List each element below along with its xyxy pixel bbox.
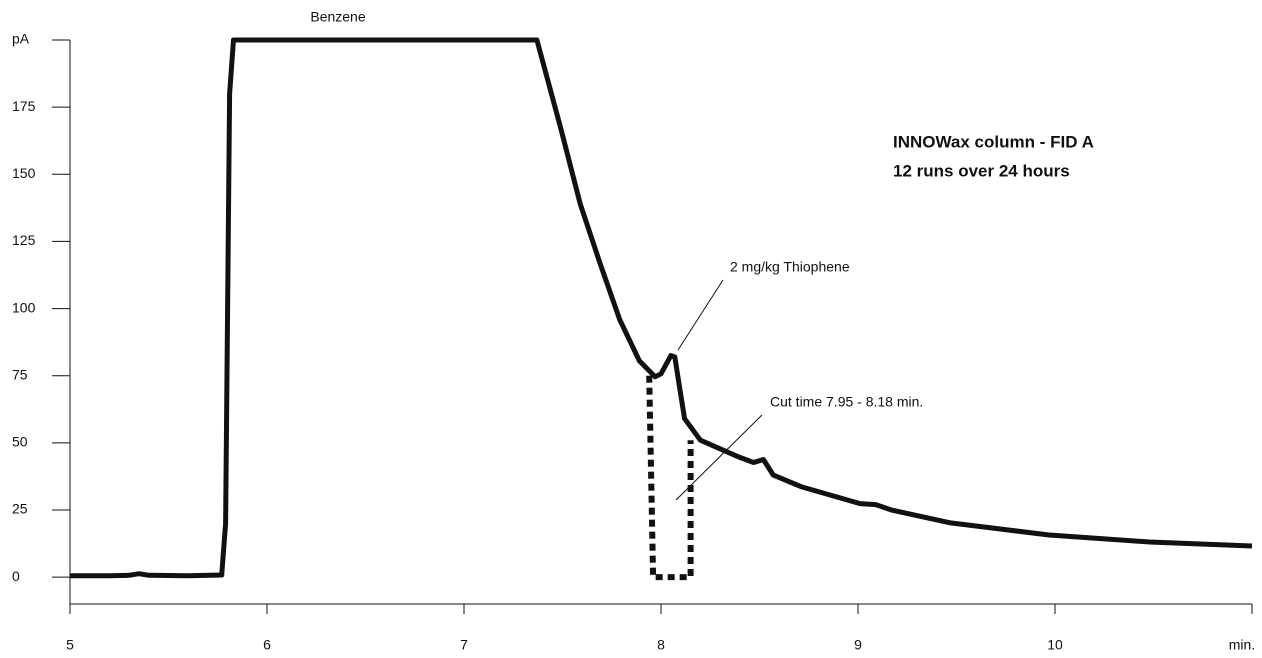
x-tick-label: 5: [66, 637, 74, 653]
y-tick-label: 150: [12, 165, 36, 181]
y-tick-label: 125: [12, 232, 36, 248]
y-tick-label: 0: [12, 568, 20, 584]
annotation: Cut time 7.95 - 8.18 min.: [770, 394, 923, 410]
y-tick-label: 175: [12, 98, 36, 114]
y-tick-label: 50: [12, 434, 28, 450]
annotation: 2 mg/kg Thiophene: [730, 259, 850, 275]
leader-line: [675, 414, 763, 501]
y-tick-label: pA: [12, 31, 30, 47]
leader-line: [677, 279, 724, 351]
annotation: 12 runs over 24 hours: [893, 161, 1070, 180]
x-tick-label: 6: [263, 637, 271, 653]
annotation: Benzene: [310, 9, 365, 25]
trace: [70, 37, 1253, 579]
x-tick-label: 8: [657, 637, 665, 653]
x-tick-label: 10: [1047, 637, 1063, 653]
x-tick-label: 9: [854, 637, 862, 653]
y-tick-label: 100: [12, 299, 36, 315]
y-tick-label: 25: [12, 501, 28, 517]
y-tick-label: 75: [12, 366, 28, 382]
trace: [646, 375, 694, 581]
x-tick-label: 7: [460, 637, 468, 653]
annotation: INNOWax column - FID A: [893, 132, 1094, 151]
x-tick-label: min.: [1229, 637, 1255, 653]
